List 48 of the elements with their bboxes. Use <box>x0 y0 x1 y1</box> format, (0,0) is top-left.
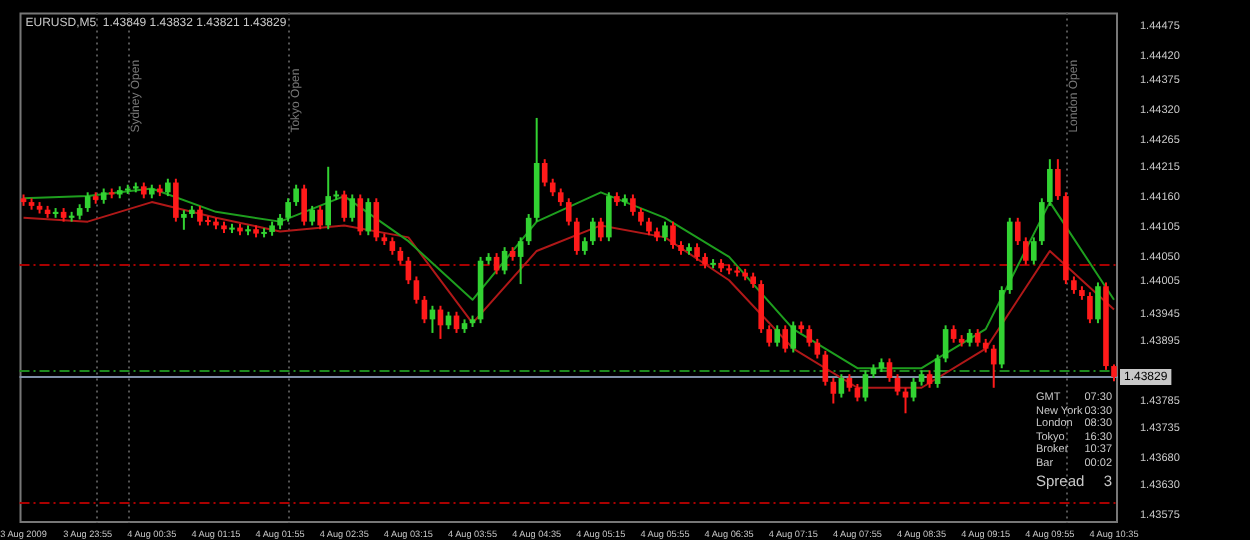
candlestick <box>838 373 845 399</box>
candlestick <box>1055 158 1061 201</box>
candlestick <box>894 373 901 397</box>
candlestick <box>670 220 676 250</box>
candlestick <box>197 204 203 227</box>
candlestick <box>1039 197 1045 246</box>
candlestick <box>349 193 356 223</box>
candlestick <box>293 183 299 207</box>
candlestick <box>886 357 893 383</box>
candlestick <box>990 343 997 389</box>
candlestick <box>541 158 548 188</box>
candlestick <box>766 324 773 348</box>
candlestick <box>573 216 580 256</box>
candlestick <box>365 197 372 237</box>
candlestick <box>606 191 612 243</box>
candlestick <box>565 197 572 227</box>
candlestick <box>1022 236 1029 266</box>
candlestick <box>590 216 596 246</box>
candlestick <box>309 204 315 227</box>
candlestick <box>910 377 917 403</box>
candlestick <box>517 236 524 286</box>
candlestick <box>1031 236 1037 266</box>
candlestick <box>630 193 636 217</box>
candlestick <box>181 209 187 231</box>
candlestick <box>598 216 604 243</box>
candlestick <box>1095 281 1101 325</box>
candlestick <box>341 189 348 223</box>
candlestick <box>173 177 179 223</box>
candlestick <box>84 191 91 213</box>
candlestick <box>774 324 781 348</box>
candlestick <box>317 204 323 231</box>
candlestick <box>1047 158 1053 207</box>
candlestick <box>862 369 869 403</box>
candlestick <box>301 183 307 227</box>
candlestick <box>357 193 364 237</box>
candlestick <box>285 197 291 223</box>
candlestick <box>934 353 941 389</box>
candlestick <box>806 324 813 348</box>
candlestick <box>758 279 764 334</box>
candlestick <box>1014 216 1021 246</box>
candlestick <box>413 275 420 305</box>
candlestick <box>325 165 332 231</box>
candlestick <box>1087 291 1093 325</box>
candlestick <box>814 337 821 360</box>
candlestick <box>662 220 668 243</box>
candlestick <box>790 320 797 354</box>
candlestick <box>782 324 789 354</box>
candlestick <box>830 377 837 405</box>
